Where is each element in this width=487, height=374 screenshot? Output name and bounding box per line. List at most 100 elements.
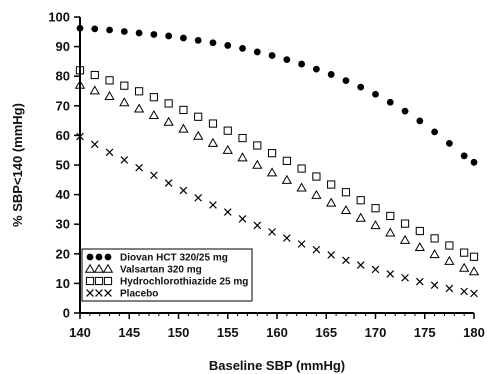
legend-item: Hydrochlorothiazide 25 mg — [85, 276, 248, 288]
data-point — [179, 105, 188, 115]
y-tick-label: 20 — [56, 246, 70, 261]
data-point — [106, 26, 113, 34]
data-point — [386, 270, 395, 278]
data-point — [148, 109, 160, 119]
legend-marker — [102, 263, 114, 273]
y-tick-label: 60 — [56, 128, 70, 143]
data-point — [120, 28, 128, 35]
data-point — [460, 248, 469, 257]
legend-label: Valsartan 320 mg — [120, 265, 202, 276]
data-point — [105, 76, 114, 85]
data-point — [298, 60, 306, 68]
legend-marker — [103, 276, 113, 286]
data-point — [223, 126, 232, 135]
legend-item: Diovan HCT 320/25 mg — [86, 253, 228, 264]
legend-marker — [94, 276, 104, 286]
legend-marker — [86, 253, 94, 261]
data-point — [238, 133, 247, 143]
data-point — [208, 119, 218, 128]
data-point — [444, 255, 455, 265]
y-tick-label: 30 — [56, 217, 70, 232]
data-point — [135, 87, 144, 96]
data-point — [253, 221, 262, 230]
data-point — [327, 180, 336, 189]
legend-marker — [93, 263, 105, 273]
data-point — [460, 287, 468, 296]
data-point — [458, 262, 470, 272]
x-tick-label: 175 — [414, 325, 436, 340]
data-point — [224, 42, 232, 49]
legend-marker — [95, 289, 103, 297]
legend-marker — [84, 263, 96, 273]
data-point — [401, 107, 409, 115]
data-point — [445, 284, 454, 293]
data-point — [193, 130, 204, 140]
data-point — [469, 252, 479, 261]
data-point — [460, 152, 468, 160]
x-tick-label: 140 — [69, 325, 91, 340]
data-point — [90, 70, 99, 80]
data-point — [267, 149, 277, 158]
y-tick-label: 10 — [56, 276, 70, 291]
data-point — [372, 90, 379, 98]
data-point — [385, 227, 396, 237]
data-point — [371, 265, 380, 274]
data-point — [416, 117, 424, 125]
data-point — [179, 186, 188, 195]
legend-label: Hydrochlorothiazide 25 mg — [120, 277, 248, 288]
data-point — [252, 159, 263, 169]
data-point — [238, 215, 247, 223]
data-point — [470, 158, 478, 166]
y-axis: 0 10 20 30 40 50 60 70 80 90 100 — [48, 10, 81, 321]
data-point — [342, 256, 350, 265]
x-tick-label: 180 — [463, 325, 485, 340]
data-point — [341, 188, 351, 197]
data-point — [209, 39, 217, 47]
data-point — [164, 179, 173, 187]
y-tick-label: 80 — [56, 69, 70, 84]
data-point — [268, 228, 276, 236]
data-point — [355, 212, 366, 222]
data-point — [266, 167, 278, 177]
data-point — [445, 241, 454, 250]
y-tick-label: 100 — [48, 10, 70, 25]
data-point — [268, 52, 276, 59]
legend-marker — [85, 276, 95, 286]
data-point — [194, 36, 202, 44]
data-point — [311, 189, 322, 199]
data-point — [371, 204, 380, 213]
data-point — [164, 99, 173, 108]
data-point — [104, 91, 115, 101]
data-point — [414, 241, 425, 252]
legend-label: Placebo — [120, 289, 158, 300]
data-point — [401, 273, 409, 282]
data-point — [150, 171, 158, 180]
data-point — [430, 281, 439, 290]
y-tick-label: 90 — [56, 39, 70, 54]
data-point — [209, 201, 217, 209]
legend-marker — [104, 289, 112, 297]
x-axis-title: Baseline SBP (mmHg) — [209, 358, 345, 373]
y-tick-label: 0 — [63, 306, 70, 321]
series-open-triangle — [74, 79, 480, 276]
data-point — [470, 289, 478, 298]
data-point — [90, 140, 99, 149]
data-point — [194, 194, 203, 202]
legend-marker — [104, 253, 112, 261]
data-point — [239, 44, 246, 52]
data-point — [370, 220, 381, 230]
legend-label: Diovan HCT 320/25 mg — [120, 253, 228, 264]
data-point — [312, 245, 321, 254]
data-point — [342, 77, 350, 85]
x-tick-label: 160 — [266, 325, 288, 340]
x-tick-label: 150 — [168, 325, 190, 340]
data-point — [415, 226, 424, 236]
data-point — [312, 172, 321, 181]
y-axis-title: % SBP<140 (mmHg) — [10, 103, 25, 227]
data-point — [163, 116, 174, 126]
legend-item: Valsartan 320 mg — [84, 263, 202, 276]
data-point — [105, 148, 114, 157]
